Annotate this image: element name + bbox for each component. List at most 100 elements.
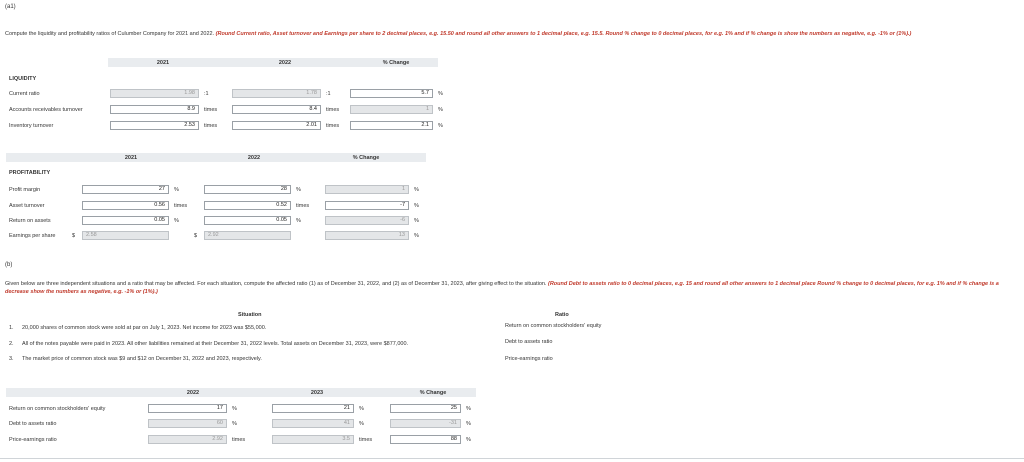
unit-label: times bbox=[174, 203, 188, 209]
part-b-row-label: Return on common stockholders' equity bbox=[9, 406, 106, 412]
ar-turnover-change-field[interactable]: 1 bbox=[350, 105, 433, 114]
liquidity-header-change: % Change bbox=[382, 59, 410, 66]
unit-label: % bbox=[466, 421, 471, 427]
situation-ratio: Return on common stockholders' equity bbox=[505, 323, 602, 329]
liquidity-header-2021: 2021 bbox=[156, 59, 170, 66]
dollar-sign: $ bbox=[72, 233, 76, 239]
ar-turnover-2021-field[interactable]: 8.9 bbox=[110, 105, 199, 114]
unit-label: % bbox=[296, 187, 301, 193]
liquidity-row-label: Current ratio bbox=[9, 91, 40, 97]
situation-text: 20,000 shares of common stock were sold … bbox=[22, 325, 267, 331]
situation-ratio: Price-earnings ratio bbox=[505, 356, 553, 362]
profitability-row-label: Profit margin bbox=[9, 187, 41, 193]
part-b-header-change: % Change bbox=[419, 389, 447, 396]
roa-change-field[interactable]: -6 bbox=[325, 216, 409, 225]
situation-number: 2. bbox=[9, 341, 14, 347]
part-a-instruction-text: Compute the liquidity and profitability … bbox=[5, 31, 215, 37]
eps-2021-field[interactable]: 2.58 bbox=[82, 231, 169, 240]
situation-text: All of the notes payable were paid in 20… bbox=[22, 341, 409, 347]
situation-text: The market price of common stock was $9 … bbox=[22, 356, 262, 362]
pe-ratio-2023-field[interactable]: 3.5 bbox=[272, 435, 354, 444]
unit-label: times bbox=[204, 123, 218, 129]
eps-change-field[interactable]: 13 bbox=[325, 231, 409, 240]
part-a-label: (a1) bbox=[5, 4, 16, 10]
inventory-turnover-2022-field[interactable]: 2.01 bbox=[232, 121, 321, 130]
unit-label: % bbox=[414, 187, 419, 193]
debt-to-assets-2022-field[interactable]: 60 bbox=[148, 419, 227, 428]
profit-margin-change-field[interactable]: 1 bbox=[325, 185, 409, 194]
part-a-instruction: Compute the liquidity and profitability … bbox=[5, 31, 911, 37]
part-b-label: (b) bbox=[5, 262, 13, 268]
profitability-header-2022: 2022 bbox=[247, 154, 261, 161]
inventory-turnover-2021-field[interactable]: 2.53 bbox=[110, 121, 199, 130]
unit-label: % bbox=[414, 218, 419, 224]
roe-2022-field[interactable]: 17 bbox=[148, 404, 227, 413]
unit-label: times bbox=[204, 107, 218, 113]
roa-2022-field[interactable]: 0.05 bbox=[204, 216, 291, 225]
unit-label: times bbox=[296, 203, 310, 209]
liquidity-header-band: 2021 2022 % Change bbox=[108, 58, 438, 67]
unit-label: times bbox=[359, 437, 373, 443]
part-b-rounding-note: (Round Debt to assets ratio to 0 decimal… bbox=[5, 281, 999, 295]
profitability-row-label: Asset turnover bbox=[9, 203, 45, 209]
part-b-instruction-text: Given below are three independent situat… bbox=[5, 281, 547, 287]
current-ratio-2021-field[interactable]: 1.98 bbox=[110, 89, 199, 98]
roe-2023-field[interactable]: 21 bbox=[272, 404, 354, 413]
current-ratio-2022-field[interactable]: 1.78 bbox=[232, 89, 321, 98]
roe-change-field[interactable]: 25 bbox=[390, 404, 461, 413]
situation-ratio: Debt to assets ratio bbox=[505, 339, 553, 345]
unit-label: % bbox=[359, 406, 364, 412]
roa-2021-field[interactable]: 0.05 bbox=[82, 216, 169, 225]
part-b-header-band: 2022 2023 % Change bbox=[6, 388, 476, 397]
unit-label: % bbox=[438, 107, 443, 113]
unit-label: % bbox=[232, 421, 237, 427]
profitability-header-band: 2021 2022 % Change bbox=[6, 153, 426, 162]
unit-label: times bbox=[232, 437, 246, 443]
unit-label: % bbox=[438, 91, 443, 97]
profitability-title: PROFITABILITY bbox=[9, 170, 51, 176]
unit-label: % bbox=[466, 437, 471, 443]
unit-label: % bbox=[232, 406, 237, 412]
unit-label: % bbox=[296, 218, 301, 224]
bottom-divider bbox=[0, 458, 1024, 459]
asset-turnover-2022-field[interactable]: 0.52 bbox=[204, 201, 291, 210]
profitability-header-2021: 2021 bbox=[124, 154, 138, 161]
eps-2022-field[interactable]: 2.92 bbox=[204, 231, 291, 240]
part-b-instruction: Given below are three independent situat… bbox=[5, 280, 1023, 296]
liquidity-header-2022: 2022 bbox=[278, 59, 292, 66]
liquidity-row-label: Inventory turnover bbox=[9, 123, 54, 129]
unit-label: % bbox=[414, 203, 419, 209]
liquidity-title: LIQUIDITY bbox=[9, 76, 37, 82]
pe-ratio-change-field[interactable]: 88 bbox=[390, 435, 461, 444]
part-b-header-2022: 2022 bbox=[186, 389, 200, 396]
unit-label: times bbox=[326, 123, 340, 129]
profitability-row-label: Earnings per share bbox=[9, 233, 56, 239]
situation-number: 3. bbox=[9, 356, 14, 362]
unit-label: % bbox=[438, 123, 443, 129]
unit-label: % bbox=[174, 187, 179, 193]
unit-label: :1 bbox=[204, 91, 209, 97]
unit-label: % bbox=[466, 406, 471, 412]
part-b-row-label: Price-earnings ratio bbox=[9, 437, 57, 443]
asset-turnover-change-field[interactable]: -7 bbox=[325, 201, 409, 210]
liquidity-row-label: Accounts receivables turnover bbox=[9, 107, 83, 113]
profitability-header-change: % Change bbox=[352, 154, 380, 161]
inventory-turnover-change-field[interactable]: 2.1 bbox=[350, 121, 433, 130]
pe-ratio-2022-field[interactable]: 2.92 bbox=[148, 435, 227, 444]
part-a-rounding-note: (Round Current ratio, Asset turnover and… bbox=[215, 31, 912, 37]
debt-to-assets-2023-field[interactable]: 41 bbox=[272, 419, 354, 428]
ratio-header: Ratio bbox=[555, 312, 569, 318]
part-b-row-label: Debt to assets ratio bbox=[9, 421, 57, 427]
profit-margin-2021-field[interactable]: 27 bbox=[82, 185, 169, 194]
situation-header: Situation bbox=[238, 312, 262, 318]
ar-turnover-2022-field[interactable]: 8.4 bbox=[232, 105, 321, 114]
part-b-header-2023: 2023 bbox=[310, 389, 324, 396]
current-ratio-change-field[interactable]: 5.7 bbox=[350, 89, 433, 98]
debt-to-assets-change-field[interactable]: -31 bbox=[390, 419, 461, 428]
unit-label: % bbox=[359, 421, 364, 427]
asset-turnover-2021-field[interactable]: 0.56 bbox=[82, 201, 169, 210]
unit-label: % bbox=[174, 218, 179, 224]
unit-label: times bbox=[326, 107, 340, 113]
profit-margin-2022-field[interactable]: 28 bbox=[204, 185, 291, 194]
unit-label: :1 bbox=[326, 91, 331, 97]
